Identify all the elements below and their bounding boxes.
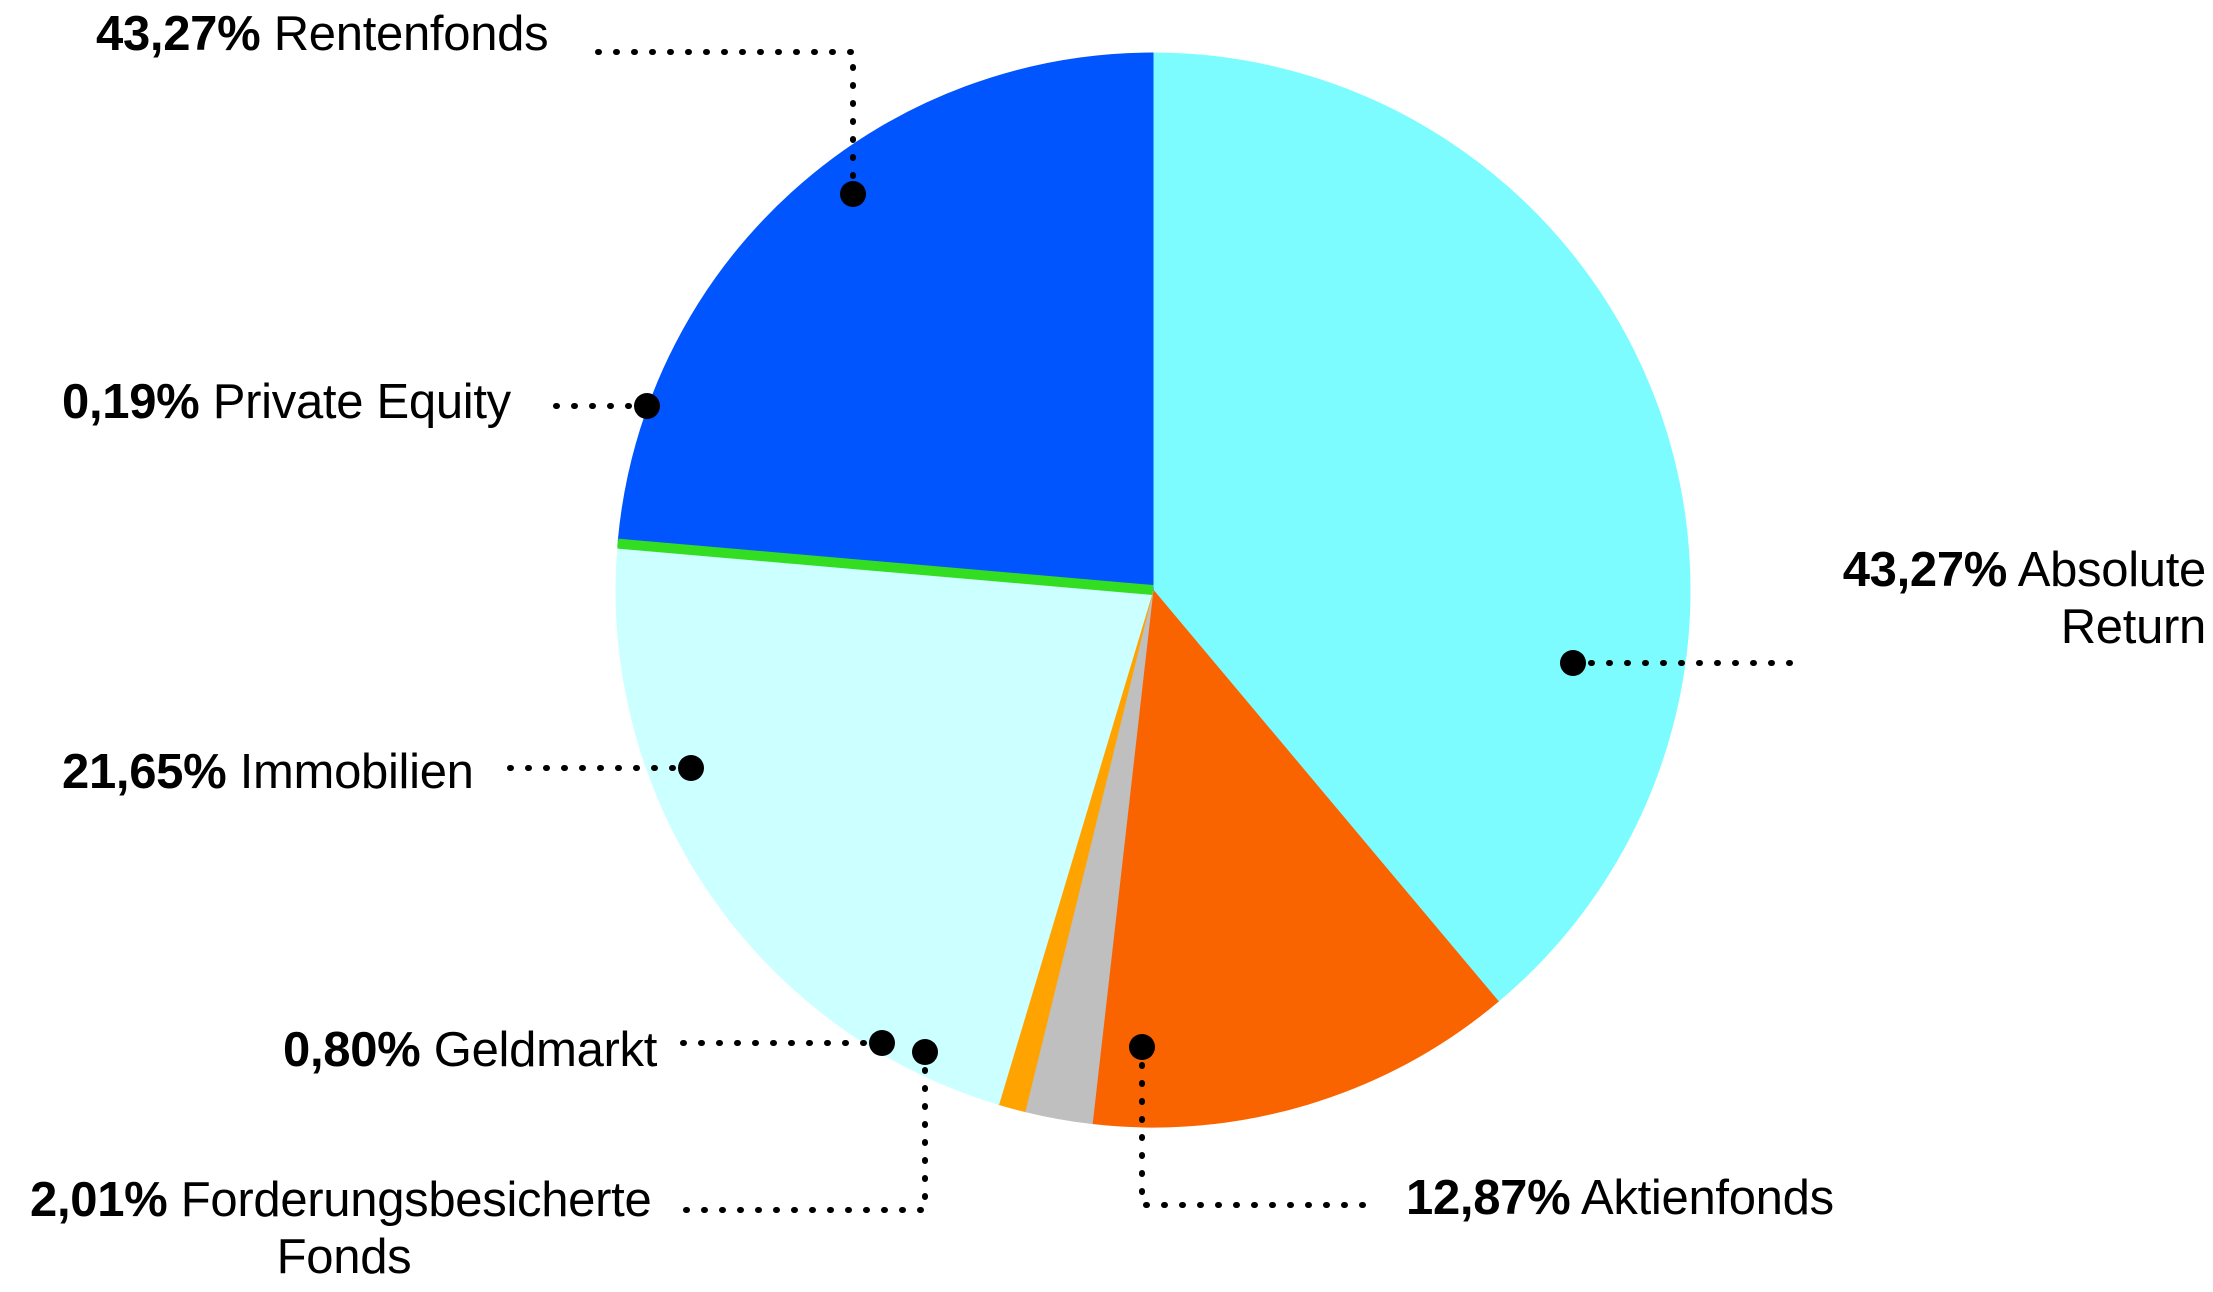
callout-label-aktienfonds: 12,87% Aktienfonds: [1406, 1170, 1834, 1227]
callout-label-private-equity: 0,19% Private Equity: [62, 374, 511, 431]
pie-slice-aktienfonds[interactable]: [1091, 588, 1499, 1128]
leader-dot-group: [634, 181, 1586, 1065]
callout-label-geldmarkt: 0,80% Geldmarkt: [283, 1022, 657, 1079]
callout-value-forderungsbesicherte-fonds: 2,01%: [30, 1173, 168, 1227]
pie-slice-group: [615, 52, 1691, 1128]
leader-line-forderungsbesicherte-fonds: [669, 1049, 928, 1213]
callout-value-private-equity: 0,19%: [62, 375, 200, 429]
leader-line-rentenfonds: [595, 49, 856, 197]
pie-slice-absolute-return[interactable]: [1152, 52, 1691, 1003]
leader-dot-forderungsbesicherte-fonds: [912, 1039, 938, 1065]
callout-name-forderungsbesicherte-fonds-line1: Forderungsbesicherte: [180, 1173, 652, 1227]
callout-value-aktienfonds: 12,87%: [1406, 1171, 1571, 1225]
pie-slice-immobilien[interactable]: [615, 546, 1154, 1105]
callout-value-immobilien: 21,65%: [62, 745, 227, 799]
leader-dot-rentenfonds: [840, 181, 866, 207]
callout-value-absolute-return: 43,27%: [1842, 543, 2008, 597]
leader-dot-aktienfonds: [1129, 1034, 1155, 1060]
callout-label-absolute-return: 43,27% Absolute Return: [1826, 542, 2207, 656]
callout-value-rentenfonds: 43,27%: [96, 7, 261, 61]
leader-dot-private-equity: [634, 393, 660, 419]
leader-dot-immobilien: [678, 755, 704, 781]
callout-name-absolute-return-line1: Absolute: [2017, 543, 2207, 597]
leader-dot-geldmarkt: [869, 1030, 895, 1056]
leader-line-aktienfonds: [1139, 1044, 1383, 1208]
callout-value-geldmarkt: 0,80%: [283, 1023, 421, 1077]
leader-line-group: [497, 49, 1803, 1213]
pie-slice-private-equity-hairline[interactable]: [617, 538, 1154, 595]
callout-label-immobilien: 21,65% Immobilien: [62, 744, 474, 801]
callout-name-absolute-return-line2: Return: [2060, 599, 2207, 654]
callout-label-forderungsbesicherte-fonds: 2,01% Forderungsbesicherte Fonds: [30, 1172, 670, 1286]
callout-name-immobilien: Immobilien: [239, 745, 474, 799]
callout-name-forderungsbesicherte-fonds-line2: Fonds: [276, 1229, 412, 1284]
pie-slice-rentenfonds[interactable]: [617, 52, 1154, 591]
callout-name-aktienfonds: Aktienfonds: [1581, 1171, 1834, 1225]
callout-name-rentenfonds: Rentenfonds: [273, 7, 549, 61]
leader-dot-absolute-return: [1560, 650, 1586, 676]
callout-name-private-equity: Private Equity: [212, 375, 511, 429]
callout-label-rentenfonds: 43,27% Rentenfonds: [96, 6, 549, 63]
callout-name-geldmarkt: Geldmarkt: [433, 1023, 658, 1077]
